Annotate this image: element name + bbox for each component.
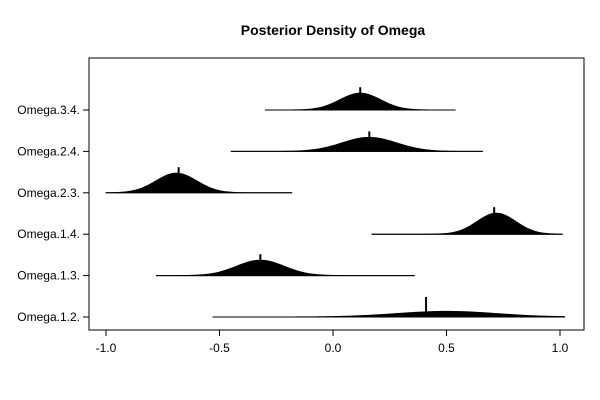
plot-frame: [88, 57, 585, 331]
x-axis: -1.0 -0.5 0.0 0.5 1.0: [96, 329, 569, 355]
density-Omega-1-4: [371, 207, 563, 235]
density-Omega-1-3: [155, 254, 415, 277]
density-Omega-2-4: [230, 131, 483, 152]
chart-title: Posterior Density of Omega: [241, 22, 426, 38]
x-tick-label: 0.5: [438, 341, 455, 355]
x-tick-label: 0.0: [325, 341, 342, 355]
y-tick-label: Omega.2.3.: [17, 186, 80, 200]
density-curve: [371, 212, 563, 235]
x-tick-label: -1.0: [96, 341, 117, 355]
y-tick-label: Omega.1.3.: [17, 269, 80, 283]
y-axis: Omega.1.2. Omega.1.3. Omega.1.4. Omega.2.3.…: [17, 103, 89, 324]
x-tick-label: -0.5: [209, 341, 230, 355]
density-curve: [230, 136, 483, 152]
y-tick-label: Omega.3.4.: [17, 103, 80, 117]
y-tick-label: Omega.1.4.: [17, 227, 80, 241]
y-tick-label: Omega.1.2.: [17, 310, 80, 324]
density-Omega-1-2: [212, 297, 566, 318]
density-curve: [105, 172, 293, 194]
y-tick-label: Omega.2.4.: [17, 144, 80, 158]
density-Omega-3-4: [264, 87, 456, 111]
x-tick-label: 1.0: [552, 341, 569, 355]
density-curve: [155, 259, 415, 277]
density-curve: [212, 310, 566, 318]
density-Omega-2-3: [105, 167, 293, 194]
density-group: [105, 87, 566, 318]
